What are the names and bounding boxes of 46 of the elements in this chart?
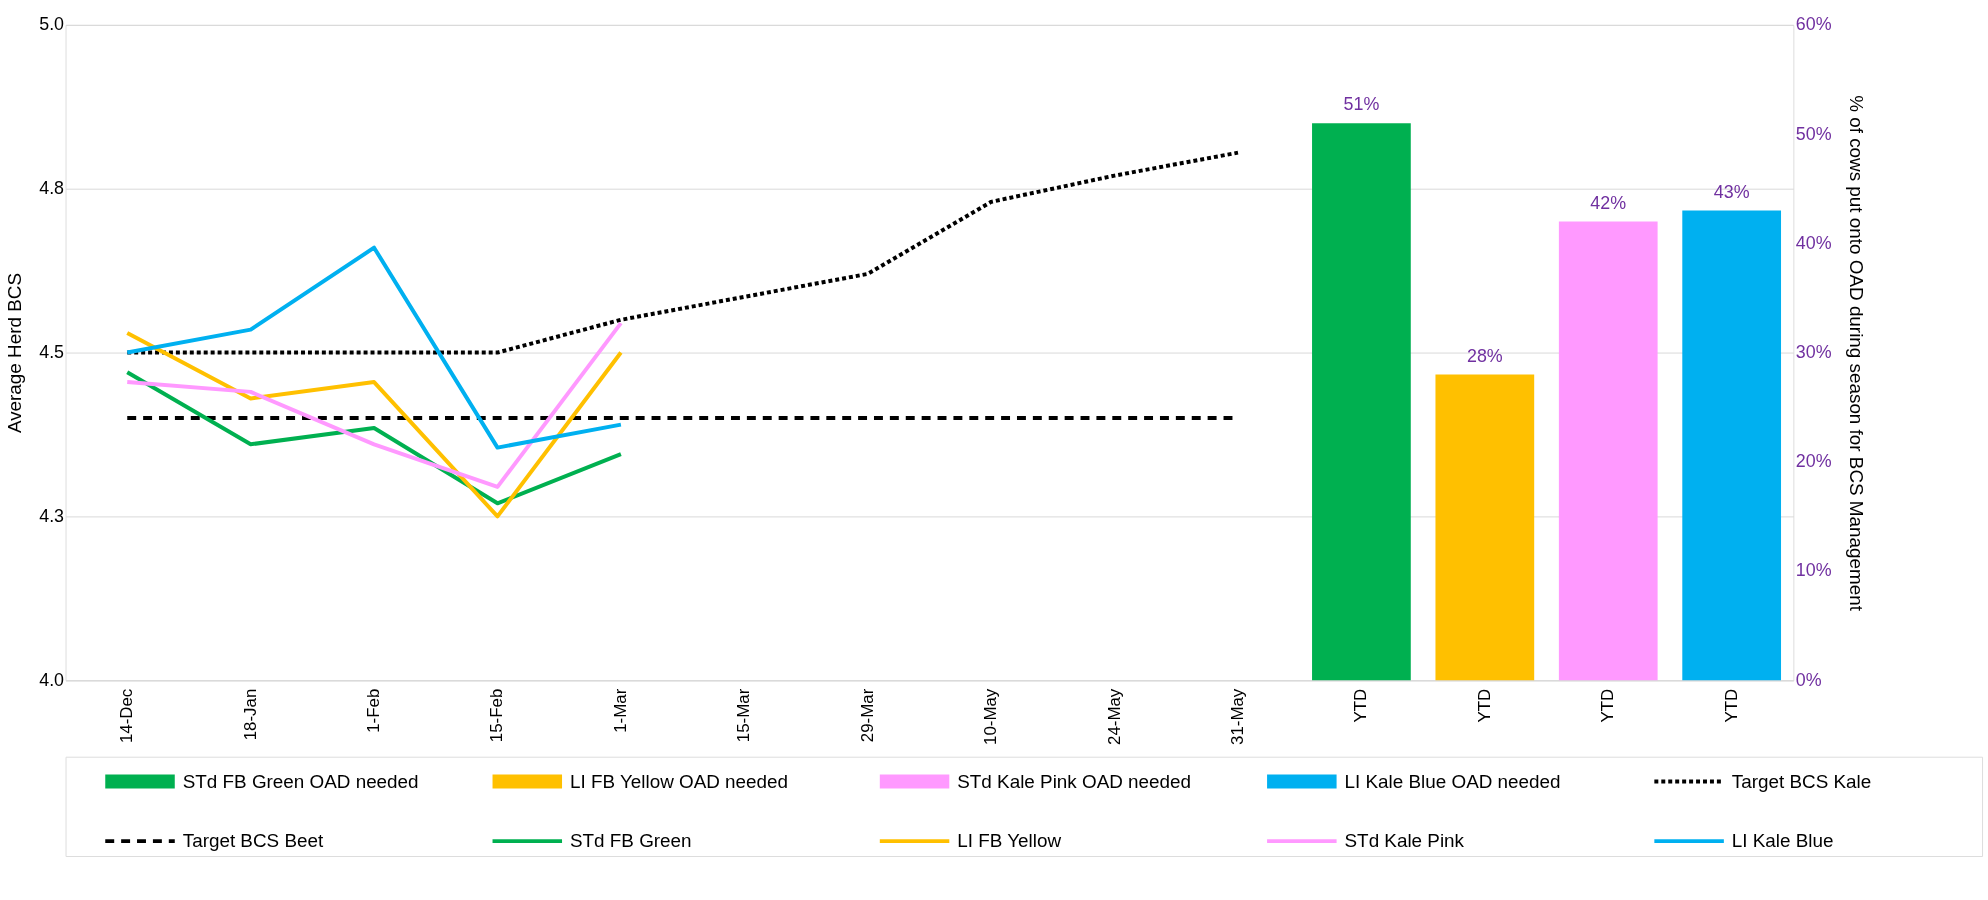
- y-tick-label: 4.3: [39, 505, 65, 526]
- x-tick-label: 10-May: [981, 688, 1001, 745]
- x-tick-label: 18-Jan: [240, 688, 260, 741]
- x-tick-label: 14-Dec: [117, 688, 137, 744]
- x-tick-label: 15-Feb: [487, 688, 507, 743]
- legend-label: LI FB Yellow: [957, 830, 1062, 852]
- x-tick-label: 24-May: [1104, 688, 1124, 745]
- y-tick-label: 5.0: [39, 14, 65, 35]
- y-tick-label: 4.0: [39, 669, 65, 690]
- x-tick-label: 31-May: [1227, 688, 1247, 745]
- y-axis-title: Average Herd BCS: [4, 273, 26, 434]
- legend-label: STd FB Green: [569, 830, 692, 852]
- legend-label: Target BCS Beet: [182, 830, 324, 852]
- legend-label: LI Kale Blue OAD needed: [1344, 770, 1561, 792]
- y-tick-label: 4.8: [39, 178, 65, 199]
- legend-label: STd Kale Pink: [1344, 830, 1465, 852]
- data-label: 42%: [1590, 192, 1627, 213]
- y2-tick-label: 10%: [1795, 560, 1832, 581]
- y-tick-label: 4.5: [39, 342, 65, 363]
- line-series: [125, 321, 623, 489]
- x-tick-label: 1-Feb: [364, 688, 384, 733]
- x-tick-label: YTD: [1721, 688, 1741, 723]
- y2-tick-label: 40%: [1795, 232, 1832, 253]
- legend-label: STd Kale Pink OAD needed: [957, 770, 1192, 792]
- x-tick-label: 1-Mar: [610, 688, 630, 733]
- y2-tick-label: 50%: [1795, 123, 1832, 144]
- x-tick-label: YTD: [1474, 688, 1494, 723]
- data-label: 51%: [1343, 94, 1380, 115]
- legend-label: LI Kale Blue: [1731, 830, 1834, 852]
- data-label: 43%: [1713, 181, 1750, 202]
- x-tick-label: YTD: [1598, 688, 1618, 723]
- line-series: [125, 330, 623, 519]
- legend-label: LI FB Yellow OAD needed: [569, 770, 789, 792]
- x-tick-label: 29-Mar: [857, 688, 877, 743]
- y2-axis-title: % of cows put onto OAD during season for BCS Management: [1845, 95, 1867, 612]
- legend-label: Target BCS Kale: [1731, 770, 1872, 792]
- y2-tick-label: 60%: [1795, 14, 1832, 35]
- y2-tick-label: 20%: [1795, 451, 1832, 472]
- x-tick-label: YTD: [1351, 688, 1371, 723]
- line-series: [125, 150, 1240, 355]
- y2-tick-label: 0%: [1795, 669, 1822, 690]
- y2-tick-label: 30%: [1795, 342, 1832, 363]
- x-tick-label: 15-Mar: [734, 688, 754, 743]
- data-label: 28%: [1466, 345, 1503, 366]
- line-series: [125, 245, 623, 450]
- legend-label: STd FB Green OAD needed: [182, 770, 419, 792]
